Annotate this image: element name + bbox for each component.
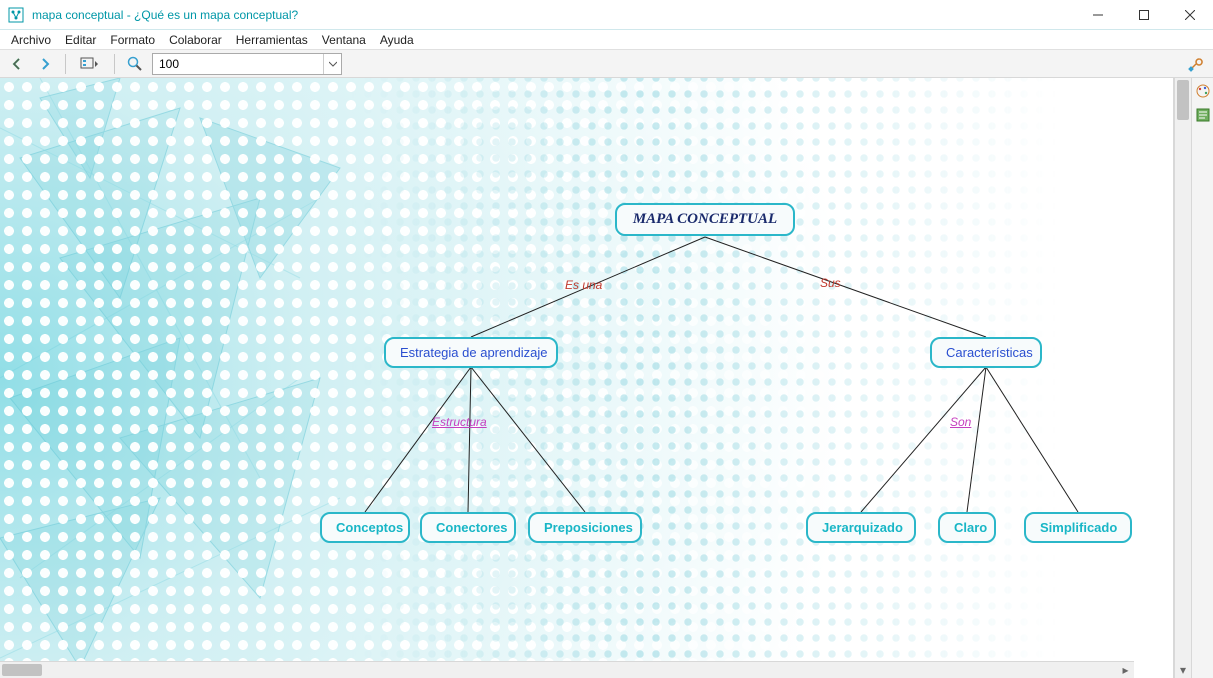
menu-herramientas[interactable]: Herramientas (229, 31, 315, 49)
scroll-down-button[interactable]: ▾ (1175, 661, 1191, 678)
window-title: mapa conceptual - ¿Qué es un mapa concep… (32, 8, 1075, 22)
concept-node-conceptos[interactable]: Conceptos (320, 512, 410, 543)
menubar: Archivo Editar Formato Colaborar Herrami… (0, 30, 1213, 50)
concept-node-caract[interactable]: Características (930, 337, 1042, 368)
edge-label[interactable]: Estructura (432, 415, 487, 429)
window-titlebar: mapa conceptual - ¿Qué es un mapa concep… (0, 0, 1213, 30)
concept-node-estrategia[interactable]: Estrategia de aprendizaje (384, 337, 558, 368)
menu-ventana[interactable]: Ventana (315, 31, 373, 49)
tools-button[interactable] (1185, 53, 1207, 75)
edges-layer (0, 78, 1173, 678)
menu-ayuda[interactable]: Ayuda (373, 31, 421, 49)
menu-editar[interactable]: Editar (58, 31, 103, 49)
concept-node-prepos[interactable]: Preposiciones (528, 512, 642, 543)
zoom-dropdown-button[interactable] (323, 54, 341, 74)
style-palette-button[interactable] (1194, 82, 1212, 100)
canvas-viewport[interactable]: MAPA CONCEPTUAL Estrategia de aprendizaje… (0, 78, 1174, 678)
maximize-button[interactable] (1121, 0, 1167, 29)
workspace: MAPA CONCEPTUAL Estrategia de aprendizaje… (0, 78, 1213, 678)
concept-node-conectores[interactable]: Conectores (420, 512, 516, 543)
right-tool-strip (1191, 78, 1213, 678)
zoom-combo[interactable] (152, 53, 342, 75)
edge-label[interactable]: Es una (565, 278, 602, 292)
window-controls (1075, 0, 1213, 29)
minimize-button[interactable] (1075, 0, 1121, 29)
notes-button[interactable] (1194, 106, 1212, 124)
menu-colaborar[interactable]: Colaborar (162, 31, 229, 49)
toolbar (0, 50, 1213, 78)
edge-label[interactable]: Son (950, 415, 971, 429)
toolbar-separator (114, 54, 115, 74)
vscroll-thumb[interactable] (1177, 80, 1189, 120)
concept-node-root[interactable]: MAPA CONCEPTUAL (615, 203, 795, 236)
scroll-right-button[interactable]: ▸ (1117, 662, 1134, 678)
zoom-icon[interactable] (124, 53, 146, 75)
nav-back-button[interactable] (6, 53, 28, 75)
concept-node-jerarq[interactable]: Jerarquizado (806, 512, 916, 543)
close-button[interactable] (1167, 0, 1213, 29)
nav-forward-button[interactable] (34, 53, 56, 75)
view-mode-button[interactable] (75, 53, 105, 75)
concept-node-claro[interactable]: Claro (938, 512, 996, 543)
menu-archivo[interactable]: Archivo (4, 31, 58, 49)
vertical-scrollbar[interactable]: ▴ ▾ (1174, 78, 1191, 678)
horizontal-scrollbar[interactable]: ◂ ▸ (0, 661, 1134, 678)
hscroll-thumb[interactable] (2, 664, 42, 676)
zoom-input[interactable] (153, 54, 323, 74)
concept-node-simpl[interactable]: Simplificado (1024, 512, 1132, 543)
app-icon (8, 7, 24, 23)
menu-formato[interactable]: Formato (103, 31, 162, 49)
toolbar-separator (65, 54, 66, 74)
edge-label[interactable]: Sus (820, 276, 841, 290)
canvas[interactable]: MAPA CONCEPTUAL Estrategia de aprendizaje… (0, 78, 1173, 678)
